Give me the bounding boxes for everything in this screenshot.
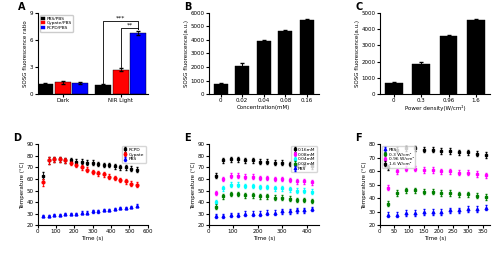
Y-axis label: Temperature (°C): Temperature (°C) [362,161,367,208]
Bar [235,66,249,94]
Bar [96,85,112,94]
Bar [278,31,292,94]
Bar [112,70,129,94]
Text: D: D [13,133,21,143]
Legend: PBS/PBS, Cypate/PBS, RCPD/PBS: PBS/PBS, Cypate/PBS, RCPD/PBS [40,15,73,32]
Y-axis label: SOSG fluorescence(a.u.): SOSG fluorescence(a.u.) [355,20,360,87]
X-axis label: Time (s): Time (s) [424,236,446,241]
Y-axis label: SOSG fluorescence ratio: SOSG fluorescence ratio [24,20,28,87]
X-axis label: Time (s): Time (s) [82,236,104,241]
X-axis label: Concentration(mM): Concentration(mM) [237,105,290,110]
Text: C: C [356,2,362,12]
Y-axis label: SOSG fluorescence(a.u.): SOSG fluorescence(a.u.) [184,20,189,87]
Bar [256,41,271,94]
Bar [214,84,228,94]
Text: B: B [184,2,192,12]
Text: E: E [184,133,191,143]
Bar [54,82,70,94]
Text: F: F [356,133,362,143]
Bar [412,64,430,94]
Bar [72,83,88,94]
X-axis label: Power density(W/cm²): Power density(W/cm²) [404,105,465,111]
Legend: RCPD, Cypate, PBS: RCPD, Cypate, PBS [122,147,146,163]
Y-axis label: Temperature (°C): Temperature (°C) [20,161,25,208]
Legend: PBS, 0.3 W/cm², 0.96 W/cm², 1.6 W/cm²: PBS, 0.3 W/cm², 0.96 W/cm², 1.6 W/cm² [382,147,415,168]
Bar [384,83,402,94]
Text: A: A [18,2,25,12]
Legend: 0.16mM, 0.08mM, 0.04mM, 0.02mM, PBS: 0.16mM, 0.08mM, 0.04mM, 0.02mM, PBS [291,147,316,172]
Text: **: ** [126,23,132,28]
Text: ***: *** [116,16,126,21]
Bar [300,20,314,94]
Bar [440,37,458,94]
Y-axis label: Temperature (°C): Temperature (°C) [191,161,196,208]
Bar [37,84,54,94]
Bar [130,33,146,94]
X-axis label: Time (s): Time (s) [252,236,275,241]
Bar [467,20,485,94]
